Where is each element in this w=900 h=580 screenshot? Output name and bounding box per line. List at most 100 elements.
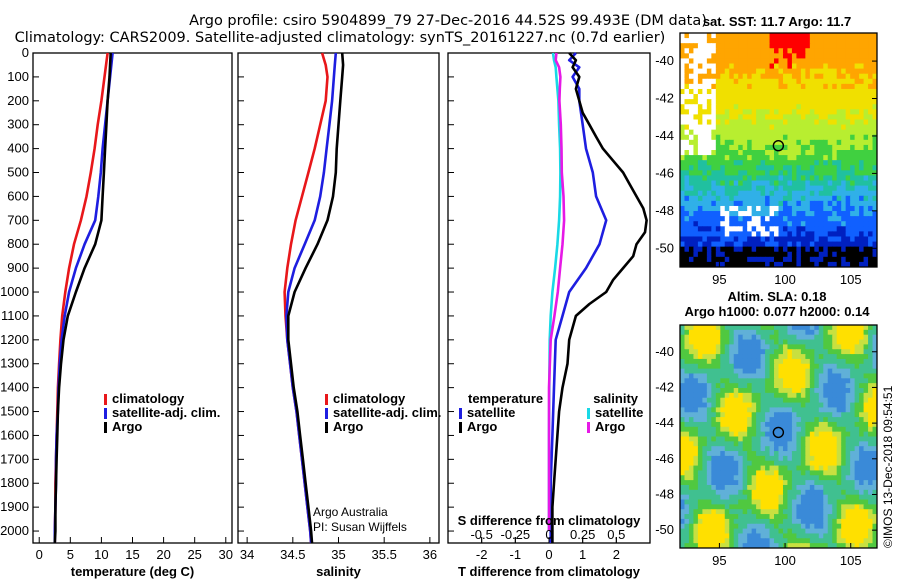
map-cell [751,354,757,360]
map-cell [854,236,860,243]
map-cell [729,397,735,404]
map-cell [850,68,856,75]
map-cell [720,63,726,70]
map-cell [706,124,712,131]
map-cell [782,144,789,151]
map-cell [818,78,824,85]
map-cell [845,358,851,365]
map-cell [715,221,721,227]
map-cell [787,180,793,187]
map-cell [845,373,851,379]
map-cell [863,63,869,70]
map-cell [684,538,690,544]
map-cell [872,180,877,187]
map-cell [872,451,877,457]
map-cell [724,334,730,341]
map-cell [680,170,686,177]
map-cell [836,53,842,60]
map-cell [796,241,802,248]
map-cell [832,190,838,197]
y-tick-label: 1100 [1,308,29,323]
map-cell [747,334,753,341]
map-cell [868,538,874,544]
map-cell [684,329,690,336]
map-cell [774,88,780,95]
map-cell [854,129,860,136]
map-cell [738,373,744,379]
map-cell [796,480,802,486]
map-cell [854,73,860,80]
map-cell [796,150,802,156]
map-cell [702,470,708,476]
map-cell [760,180,766,187]
map-cell [832,509,838,515]
map-cell [805,431,811,438]
map-cell [738,261,744,267]
map-cell [711,412,717,418]
map-cell [769,99,775,105]
map-cell [800,68,806,75]
map-cell [751,185,757,192]
map-cell [688,397,695,404]
map-cell [747,33,753,39]
map-cell [720,344,726,350]
map-cell [765,231,771,238]
map-cell [693,417,699,423]
map-cell [720,114,726,121]
map-cell [863,484,869,491]
map-cell [697,231,703,238]
map-cell [742,104,748,110]
map-cell [729,392,735,399]
map-cell [782,460,789,467]
map-cell [836,412,842,418]
map-cell [684,499,690,505]
map-cell [818,344,824,350]
map-cell [800,426,806,433]
map-cell [760,94,766,100]
map-cell [760,83,766,90]
map-cell [742,460,748,467]
map-cell [854,216,860,222]
map-cell [774,73,780,80]
map-cell [684,349,690,355]
map-cell [863,236,869,243]
map-cell [747,73,753,80]
map-cell [863,373,869,379]
map-cell [693,392,699,399]
map-cell [765,104,771,110]
map-cell [751,129,757,136]
map-cell [774,160,780,166]
map-cell [836,344,842,350]
map-cell [778,509,784,515]
map-cell [854,523,860,530]
map-cell [800,195,806,202]
map-cell [720,509,726,515]
map-cell [715,407,721,413]
map-cell [693,134,699,141]
map-cell [872,329,877,336]
map-cell [729,261,735,267]
map-cell [742,160,748,166]
map-cell [796,175,802,182]
map-cell [697,129,703,136]
map-cell [787,494,793,501]
map-cell [769,407,775,413]
map-cell [774,407,780,413]
map-cell [693,160,699,166]
map-cell [769,402,775,409]
map-cell [680,175,686,182]
map-cell [800,48,806,54]
map-cell [805,94,811,100]
map-cell [729,388,735,394]
map-cell [796,134,802,141]
map-cell [711,509,717,515]
map-cell [702,185,708,192]
map-cell [756,383,762,389]
map-cell [832,38,838,44]
map-cell [747,329,753,336]
map-cell [760,325,766,331]
map-cell [854,53,860,60]
map-cell [738,134,744,141]
map-cell [765,114,771,121]
map-cell [684,73,690,80]
